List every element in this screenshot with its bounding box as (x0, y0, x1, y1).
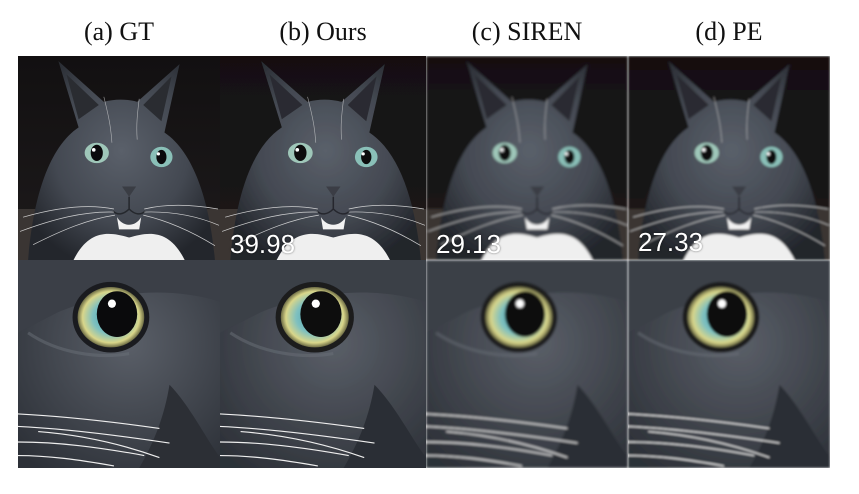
caption-pe: (d) PE (695, 17, 763, 46)
cat-eye-image (426, 260, 628, 468)
caption-gt: (a) GT (83, 17, 154, 46)
panel-siren-face: 29.13 (426, 56, 628, 260)
panel-ours-face: 39.98 (220, 56, 426, 260)
psnr-ours: 39.98 (230, 229, 296, 259)
panel-siren-eye (426, 260, 628, 468)
cat-eye-image (220, 260, 426, 468)
cat-eye-image (628, 260, 830, 468)
cat-face-image (18, 56, 220, 260)
psnr-pe: 27.33 (638, 227, 704, 257)
caption-siren: (c) SIREN (471, 17, 583, 46)
panel-pe-face: 27.33 (628, 56, 830, 260)
psnr-siren: 29.13 (436, 229, 502, 259)
caption-ours: (b) Ours (279, 17, 367, 46)
panel-ours-eye (220, 260, 426, 468)
panel-pe-eye (628, 260, 830, 468)
panel-gt-face (18, 56, 220, 260)
cat-eye-image (18, 260, 220, 468)
panel-gt-eye (18, 260, 220, 468)
